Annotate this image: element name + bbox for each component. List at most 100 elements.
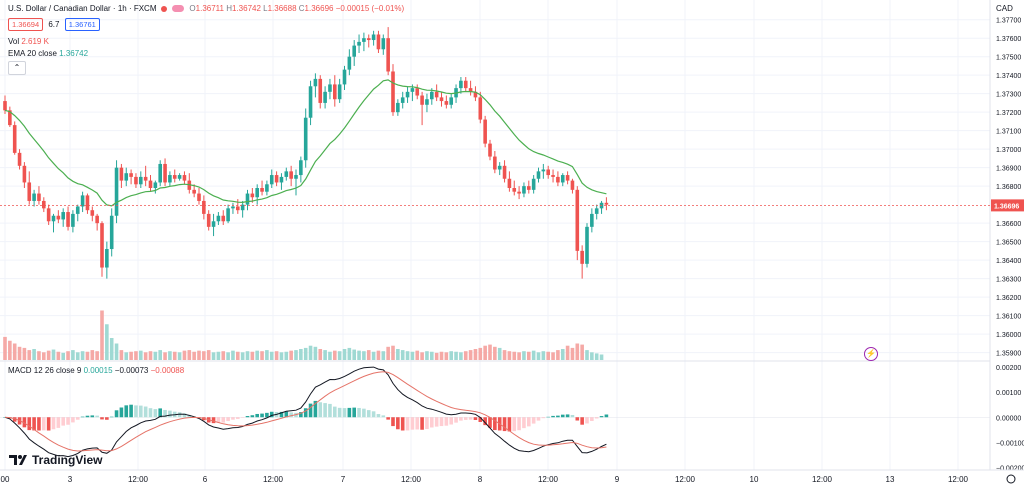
toggle-box-icon[interactable] bbox=[172, 5, 185, 13]
macd-tick-label: −0.00100 bbox=[996, 440, 1024, 447]
volume-bar bbox=[12, 343, 17, 360]
time-tick-label: 12:00 bbox=[948, 475, 969, 484]
candle-body bbox=[386, 38, 390, 72]
time-tick-label: 12:00 bbox=[675, 475, 696, 484]
macd-tick-label: −0.00200 bbox=[996, 465, 1024, 472]
macd-histogram-bar bbox=[410, 417, 415, 430]
volume-bar bbox=[134, 351, 138, 360]
price-tick-label: 1.37400 bbox=[996, 73, 1021, 80]
settings-gear-icon[interactable] bbox=[1006, 474, 1016, 484]
candle-body bbox=[236, 206, 240, 211]
candle-body bbox=[381, 38, 386, 50]
macd-histogram-bar bbox=[536, 417, 541, 421]
sell-button[interactable]: 1.36694 bbox=[8, 18, 44, 31]
candle-body bbox=[546, 169, 550, 176]
tradingview-logo[interactable]: TradingView bbox=[8, 453, 102, 467]
chart-legend: U.S. Dollar / Canadian Dollar · 1h · FXC… bbox=[8, 4, 404, 13]
symbol-title[interactable]: U.S. Dollar / Canadian Dollar · 1h · FXC… bbox=[8, 4, 157, 13]
lightning-icon[interactable]: ⚡ bbox=[864, 347, 878, 361]
volume-bar bbox=[371, 351, 376, 360]
price-tick-label: 1.37100 bbox=[996, 129, 1021, 136]
candle-body bbox=[211, 221, 216, 227]
volume-bar bbox=[17, 346, 22, 360]
close-value: 1.36696 bbox=[304, 4, 334, 13]
candle-body bbox=[439, 97, 444, 102]
open-label: O bbox=[189, 4, 196, 13]
candle-body bbox=[143, 176, 148, 181]
candle-body bbox=[245, 193, 250, 205]
macd-histogram-bar bbox=[163, 409, 167, 418]
candle-body bbox=[8, 110, 12, 126]
volume-bar bbox=[119, 350, 124, 360]
candle-body bbox=[75, 206, 80, 214]
macd-histogram-bar bbox=[386, 417, 390, 420]
volume-bar bbox=[347, 347, 352, 360]
volume-bar bbox=[313, 346, 318, 360]
candle-body bbox=[22, 165, 27, 183]
candle-body bbox=[347, 56, 352, 70]
candle-body bbox=[37, 193, 41, 201]
candle-body bbox=[585, 226, 589, 264]
volume-bar bbox=[221, 351, 226, 360]
candle-body bbox=[459, 80, 463, 89]
candle-body bbox=[197, 193, 201, 201]
volume-bar bbox=[37, 351, 41, 360]
candle-body bbox=[512, 188, 517, 192]
volume-bar bbox=[560, 349, 565, 360]
macd-histogram-bar bbox=[328, 403, 332, 418]
macd-histogram-bar bbox=[560, 414, 565, 418]
candle-body bbox=[158, 163, 162, 183]
macd-histogram-bar bbox=[85, 415, 90, 418]
macd-histogram-bar bbox=[313, 400, 318, 418]
volume-bar bbox=[46, 350, 51, 360]
volume-bar bbox=[250, 351, 255, 360]
macd-legend[interactable]: MACD 12 26 close 9 0.00015 −0.00073 −0.0… bbox=[8, 366, 184, 375]
candle-body bbox=[32, 193, 36, 201]
volume-bar bbox=[90, 350, 95, 360]
brand-name: TradingView bbox=[32, 453, 103, 467]
volume-label: Vol bbox=[8, 37, 20, 46]
volume-bar bbox=[497, 347, 502, 360]
grid bbox=[0, 0, 990, 470]
candle-body bbox=[468, 88, 473, 92]
volume-bar bbox=[493, 346, 497, 360]
macd-histogram-bar bbox=[483, 417, 487, 426]
volume-bar bbox=[100, 310, 104, 360]
candle-body bbox=[531, 178, 536, 190]
time-tick-label: 00 bbox=[1, 475, 10, 484]
macd-histogram-bar bbox=[512, 417, 517, 432]
volume-bar bbox=[400, 350, 405, 360]
low-value: 1.36688 bbox=[267, 4, 297, 13]
candle-body bbox=[357, 41, 361, 46]
buy-button[interactable]: 1.36761 bbox=[64, 18, 100, 31]
volume-bar bbox=[507, 351, 512, 360]
volume-bar bbox=[396, 349, 400, 360]
volume-bar bbox=[473, 349, 478, 360]
collapse-legend-button[interactable]: ⌃ bbox=[8, 61, 26, 75]
volume-bar bbox=[124, 352, 129, 360]
time-tick-label: 12:00 bbox=[401, 475, 422, 484]
candle-body bbox=[221, 215, 226, 222]
volume-bar bbox=[66, 351, 70, 360]
volume-bar bbox=[274, 351, 279, 360]
macd-label: MACD 12 26 close 9 bbox=[8, 366, 82, 375]
volume-bars bbox=[3, 310, 604, 360]
volume-bar bbox=[294, 350, 298, 360]
currency-label[interactable]: CAD bbox=[996, 4, 1013, 13]
macd-histogram-bar bbox=[308, 403, 313, 418]
candle-body bbox=[216, 215, 221, 222]
volume-bar bbox=[240, 352, 245, 360]
volume-bar bbox=[488, 344, 492, 360]
candle-body bbox=[42, 200, 46, 209]
volume-legend[interactable]: Vol 2.619 K bbox=[8, 37, 49, 46]
volume-bar bbox=[420, 352, 424, 360]
ema-legend[interactable]: EMA 20 close 1.36742 bbox=[8, 49, 88, 58]
macd-histogram-bar bbox=[143, 406, 148, 418]
candle-body bbox=[488, 143, 492, 157]
candle-body bbox=[396, 102, 400, 113]
candle-body bbox=[473, 91, 478, 98]
candle-body bbox=[46, 208, 51, 222]
volume-bar bbox=[231, 350, 235, 360]
high-label: H bbox=[226, 4, 232, 13]
